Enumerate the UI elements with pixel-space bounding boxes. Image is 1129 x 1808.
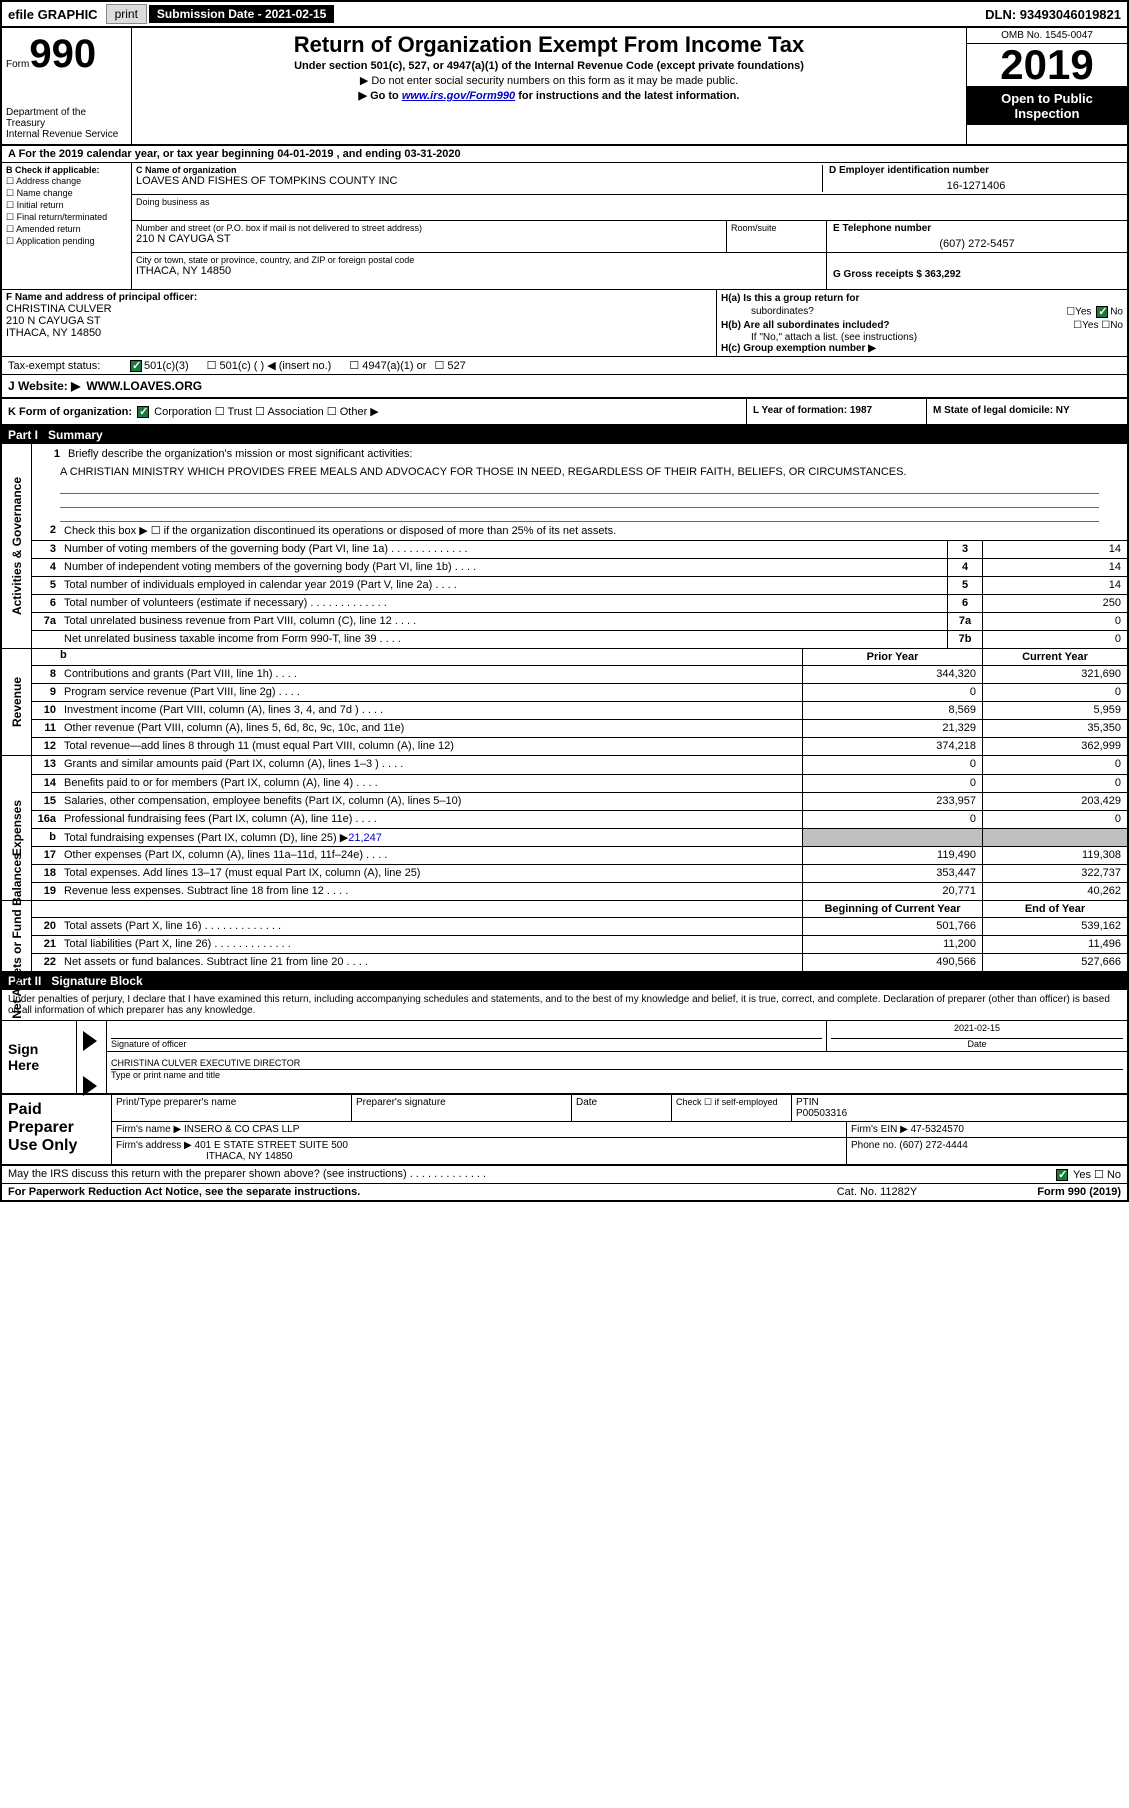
tax-year: 2019 [967,44,1127,87]
box-c-d: C Name of organization LOAVES AND FISHES… [132,163,1127,289]
ein-field: D Employer identification number 16-1271… [823,165,1123,192]
website-value: WWW.LOAVES.ORG [86,379,202,393]
submission-date: Submission Date - 2021-02-15 [149,5,334,23]
preparer-date-field[interactable]: Date [572,1095,672,1121]
box-b-checkboxes: B Check if applicable: ☐ Address change … [2,163,132,289]
vert-label-net: Net Assets or Fund Balances [2,901,32,971]
firm-phone-field: Phone no. (607) 272-4444 [847,1138,1127,1164]
sign-date-field: 2021-02-15 Date [827,1021,1127,1051]
agency-info: Department of the Treasury Internal Reve… [6,77,127,140]
501c3-check[interactable] [130,360,142,372]
perjury-declaration: Under penalties of perjury, I declare th… [2,990,1127,1021]
ptin-field: PTINP00503316 [792,1095,1127,1121]
app-pending-check[interactable]: ☐ Application pending [6,236,127,247]
irs-link[interactable]: www.irs.gov/Form990 [402,90,515,102]
header-right: OMB No. 1545-0047 2019 Open to Public In… [967,28,1127,144]
discuss-yes-check[interactable] [1056,1169,1068,1181]
street-field: Number and street (or P.O. box if mail i… [132,221,727,252]
header-left: Form990 Department of the Treasury Inter… [2,28,132,144]
officer-signature-field[interactable]: Signature of officer [107,1021,827,1051]
amended-check[interactable]: ☐ Amended return [6,224,127,235]
arrow-icon [83,1031,97,1051]
k-form-org: K Form of organization: Corporation ☐ Tr… [2,399,747,424]
expenses-block: Expenses 13Grants and similar amounts pa… [2,756,1127,901]
k-l-m-row: K Form of organization: Corporation ☐ Tr… [2,399,1127,426]
tax-exempt-row: Tax-exempt status: 501(c)(3) ☐ 501(c) ( … [2,357,1127,375]
m-state: M State of legal domicile: NY [927,399,1127,424]
section-b-to-g: B Check if applicable: ☐ Address change … [2,163,1127,290]
self-employed-check[interactable]: Check ☐ if self-employed [672,1095,792,1121]
initial-return-check[interactable]: ☐ Initial return [6,200,127,211]
mission-text: A CHRISTIAN MINISTRY WHICH PROVIDES FREE… [32,464,1127,480]
public-inspection: Open to Public Inspection [967,87,1127,125]
paid-preparer-block: Paid Preparer Use Only Print/Type prepar… [2,1095,1127,1166]
form-number: Form990 [6,32,127,77]
part-1-header: Part I Summary [2,426,1127,444]
preparer-name-field[interactable]: Print/Type preparer's name [112,1095,352,1121]
box-h-group: H(a) Is this a group return for subordin… [717,290,1127,356]
header-center: Return of Organization Exempt From Incom… [132,28,967,144]
firm-name-field: Firm's name ▶ INSERO & CO CPAS LLP [112,1122,847,1137]
discuss-row: May the IRS discuss this return with the… [2,1166,1127,1184]
sign-arrows [77,1021,107,1093]
name-change-check[interactable]: ☐ Name change [6,188,127,199]
activities-governance-block: Activities & Governance 1Briefly describ… [2,444,1127,649]
city-field: City or town, state or province, country… [132,253,827,289]
subtitle-3: ▶ Go to www.irs.gov/Form990 for instruct… [136,89,962,102]
paid-preparer-label: Paid Preparer Use Only [2,1095,112,1164]
sign-here-block: Sign Here Signature of officer 2021-02-1… [2,1021,1127,1095]
section-f-h: F Name and address of principal officer:… [2,290,1127,357]
top-bar: efile GRAPHIC print Submission Date - 20… [2,2,1127,28]
revenue-block: Revenue bPrior YearCurrent Year 8Contrib… [2,649,1127,756]
vert-label-rev: Revenue [2,649,32,755]
net-assets-block: Net Assets or Fund Balances Beginning of… [2,901,1127,972]
subtitle-2: ▶ Do not enter social security numbers o… [136,74,962,87]
print-button[interactable]: print [106,4,147,24]
vert-label-ag: Activities & Governance [2,444,32,648]
corp-check[interactable] [137,406,149,418]
gross-receipts: G Gross receipts $ 363,292 [827,253,1127,289]
final-return-check[interactable]: ☐ Final return/terminated [6,212,127,223]
form-990-page: efile GRAPHIC print Submission Date - 20… [0,0,1129,1202]
sign-here-label: Sign Here [2,1021,77,1093]
l-year: L Year of formation: 1987 [747,399,927,424]
preparer-sig-field[interactable]: Preparer's signature [352,1095,572,1121]
org-name-field: C Name of organization LOAVES AND FISHES… [136,165,823,192]
website-row: J Website: ▶ WWW.LOAVES.ORG [2,375,1127,399]
ha-no-check[interactable] [1096,306,1108,318]
firm-ein-field: Firm's EIN ▶ 47-5324570 [847,1122,1127,1137]
subtitle-1: Under section 501(c), 527, or 4947(a)(1)… [136,60,962,72]
form-title: Return of Organization Exempt From Incom… [136,32,962,58]
firm-address-field: Firm's address ▶ 401 E STATE STREET SUIT… [112,1138,847,1164]
efile-label: efile GRAPHIC [2,5,104,24]
officer-name-field: CHRISTINA CULVER EXECUTIVE DIRECTOR Type… [107,1052,1127,1082]
row-a-tax-year: A For the 2019 calendar year, or tax yea… [2,146,1127,163]
header: Form990 Department of the Treasury Inter… [2,28,1127,146]
box-f-officer: F Name and address of principal officer:… [2,290,717,356]
phone-field: E Telephone number (607) 272-5457 [827,221,1127,252]
room-field: Room/suite [727,221,827,252]
arrow-icon [83,1076,97,1096]
dln-label: DLN: 93493046019821 [979,5,1127,24]
part-2-header: Part II Signature Block [2,972,1127,990]
dba-field: Doing business as [132,195,1127,221]
footer: For Paperwork Reduction Act Notice, see … [2,1184,1127,1200]
addr-change-check[interactable]: ☐ Address change [6,176,127,187]
